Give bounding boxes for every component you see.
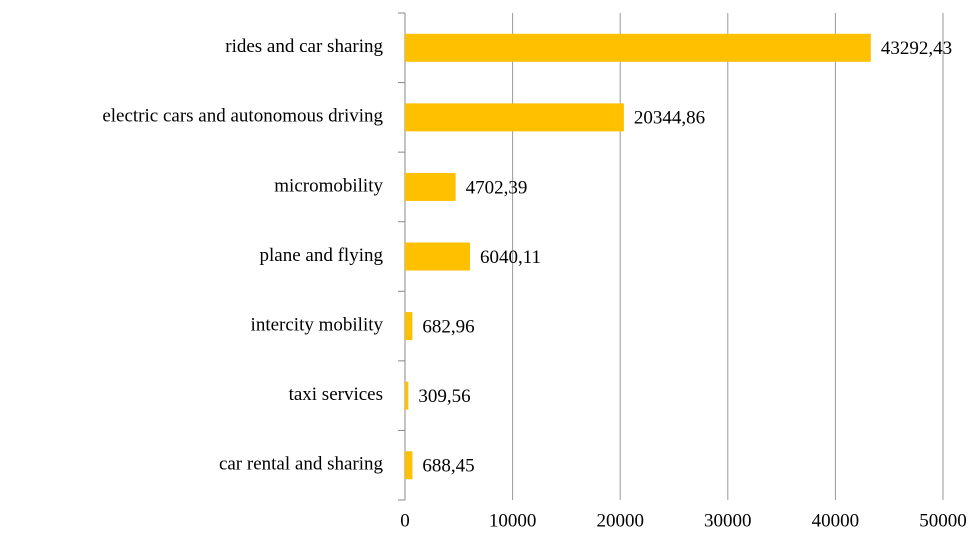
x-tick-label: 10000 [489, 510, 537, 531]
bar [405, 103, 624, 132]
x-tick-label: 40000 [812, 510, 860, 531]
data-label: 6040,11 [480, 247, 541, 268]
x-tick-label: 0 [400, 510, 410, 531]
y-tick-label: car rental and sharing [219, 454, 384, 475]
data-label: 682,96 [422, 316, 474, 337]
data-label: 309,56 [418, 386, 470, 407]
y-tick-label: rides and car sharing [225, 36, 383, 57]
bar [405, 172, 456, 201]
data-label: 20344,86 [634, 108, 705, 129]
x-tick-label: 20000 [596, 510, 644, 531]
bar [405, 381, 409, 410]
y-tick-label: taxi services [289, 384, 383, 405]
bar [405, 451, 413, 480]
bar [405, 312, 413, 341]
data-label: 4702,39 [466, 177, 528, 198]
data-label: 43292,43 [881, 38, 952, 59]
bar [405, 242, 470, 271]
y-tick-label: electric cars and autonomous driving [102, 106, 383, 127]
data-label: 688,45 [422, 456, 474, 477]
x-tick-label: 30000 [704, 510, 752, 531]
y-tick-label: intercity mobility [251, 314, 384, 335]
y-tick-label: micromobility [274, 175, 383, 196]
x-tick-label: 50000 [919, 510, 967, 531]
bar [405, 33, 871, 62]
y-tick-label: plane and flying [260, 245, 384, 266]
